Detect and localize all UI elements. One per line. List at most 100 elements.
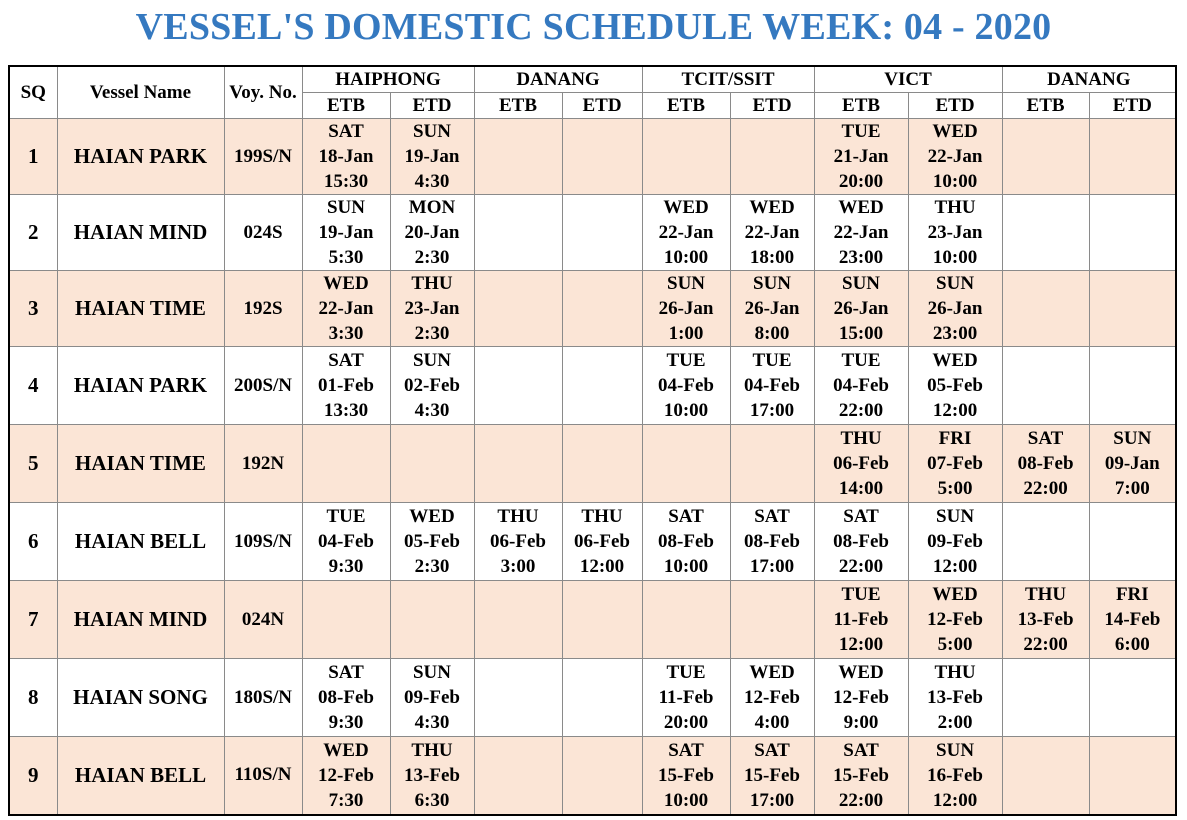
cell-day: WED <box>932 121 978 142</box>
cell-date: 16-Feb <box>927 764 983 786</box>
cell-day: SAT <box>843 739 879 761</box>
row-sq: 6 <box>8 502 58 581</box>
cell-date: 11-Feb <box>833 609 889 630</box>
cell-time: 2:30 <box>414 556 450 577</box>
cell-day: SUN <box>412 662 451 683</box>
schedule-cell <box>473 580 563 659</box>
cell-time: 10:00 <box>932 171 978 192</box>
cell-date: 26-Jan <box>658 298 714 319</box>
cell-day: THU <box>840 428 882 449</box>
header-vessel-name: Vessel Name <box>56 65 225 119</box>
schedule-cell <box>473 194 563 271</box>
row-vessel-name: HAIAN BELL <box>56 736 225 815</box>
schedule-cell: TUE 21-Jan 20:00 <box>813 118 909 195</box>
schedule-cell <box>473 736 563 815</box>
cell-day: WED <box>409 506 455 527</box>
cell-day: WED <box>932 584 978 605</box>
cell-day: WED <box>749 197 795 218</box>
row-sq: 7 <box>8 580 58 659</box>
cell-time: 10:00 <box>663 789 709 811</box>
cell-day: THU <box>934 197 976 218</box>
cell-day: SUN <box>936 739 975 761</box>
schedule-cell: THU 13-Feb 2:00 <box>907 658 1003 737</box>
cell-time: 9:00 <box>843 712 879 733</box>
cell-day: SAT <box>668 506 704 527</box>
schedule-cell: SAT 08-Feb 22:00 <box>813 502 909 581</box>
schedule-cell: WED 22-Jan 3:30 <box>301 270 391 347</box>
schedule-cell: SAT 08-Feb 10:00 <box>641 502 731 581</box>
cell-day: TUE <box>326 506 366 527</box>
schedule-cell <box>473 270 563 347</box>
cell-day: SAT <box>843 506 879 527</box>
cell-day: THU <box>411 273 453 294</box>
header-etb: ETB <box>1001 92 1090 119</box>
cell-date: 09-Feb <box>927 531 983 552</box>
cell-time: 17:00 <box>749 556 795 577</box>
cell-time: 3:30 <box>328 323 364 344</box>
cell-day: THU <box>497 506 539 527</box>
cell-day: THU <box>411 739 453 761</box>
schedule-cell <box>1001 270 1090 347</box>
cell-date: 06-Feb <box>574 531 630 552</box>
row-vessel-name: HAIAN MIND <box>56 194 225 271</box>
schedule-cell: SUN 09-Jan 7:00 <box>1088 424 1177 503</box>
schedule-table: SQ Vessel Name Voy. No. HAIPHONG DANANG … <box>8 65 1178 816</box>
cell-day: SUN <box>667 273 706 294</box>
cell-day: SAT <box>328 662 364 683</box>
cell-date: 08-Feb <box>318 687 374 708</box>
schedule-cell: THU 06-Feb 14:00 <box>813 424 909 503</box>
schedule-cell: TUE 04-Feb 22:00 <box>813 346 909 425</box>
schedule-cell: TUE 04-Feb 10:00 <box>641 346 731 425</box>
cell-time: 4:30 <box>414 400 450 421</box>
schedule-cell: SUN 26-Jan 1:00 <box>641 270 731 347</box>
cell-day: WED <box>838 197 884 218</box>
cell-time: 4:30 <box>414 171 450 192</box>
row-vessel-name: HAIAN MIND <box>56 580 225 659</box>
schedule-cell <box>1001 736 1090 815</box>
cell-day: THU <box>1024 584 1067 605</box>
cell-time: 22:00 <box>1023 634 1068 655</box>
schedule-cell: WED 22-Jan 23:00 <box>813 194 909 271</box>
row-sq: 3 <box>8 270 58 347</box>
row-voyage-no: 024S <box>223 194 303 271</box>
cell-day: SUN <box>412 350 451 371</box>
schedule-cell: THU 23-Jan 10:00 <box>907 194 1003 271</box>
schedule-cell <box>473 658 563 737</box>
cell-time: 9:30 <box>328 712 364 733</box>
cell-date: 20-Jan <box>404 222 460 243</box>
schedule-cell: WED 22-Jan 18:00 <box>729 194 815 271</box>
schedule-cell: MON 20-Jan 2:30 <box>389 194 475 271</box>
schedule-cell: SUN 26-Jan 8:00 <box>729 270 815 347</box>
cell-day: THU <box>934 662 976 683</box>
header-etd: ETD <box>1088 92 1177 119</box>
schedule-cell: SUN 16-Feb 12:00 <box>907 736 1003 815</box>
schedule-cell <box>473 118 563 195</box>
cell-date: 15-Feb <box>833 764 889 786</box>
cell-day: SUN <box>936 273 975 294</box>
schedule-cell: SAT 01-Feb 13:30 <box>301 346 391 425</box>
cell-time: 14:00 <box>838 478 884 499</box>
cell-date: 13-Feb <box>404 764 460 786</box>
schedule-cell: THU 23-Jan 2:30 <box>389 270 475 347</box>
schedule-cell <box>561 346 643 425</box>
cell-date: 14-Feb <box>1104 609 1161 630</box>
schedule-cell <box>561 194 643 271</box>
row-vessel-name: HAIAN TIME <box>56 270 225 347</box>
cell-time: 20:00 <box>663 712 709 733</box>
schedule-cell: SAT 08-Feb 17:00 <box>729 502 815 581</box>
cell-day: SAT <box>1027 428 1064 449</box>
header-etb: ETB <box>301 92 391 119</box>
row-sq: 2 <box>8 194 58 271</box>
schedule-cell: WED 12-Feb 7:30 <box>301 736 391 815</box>
cell-date: 22-Jan <box>833 222 889 243</box>
header-voyage-no: Voy. No. <box>223 65 303 119</box>
cell-date: 04-Feb <box>833 375 889 396</box>
cell-date: 09-Jan <box>1104 453 1160 474</box>
cell-date: 15-Feb <box>658 764 714 786</box>
cell-date: 08-Feb <box>658 531 714 552</box>
row-voyage-no: 192N <box>223 424 303 503</box>
cell-time: 2:30 <box>414 247 450 268</box>
schedule-cell <box>561 424 643 503</box>
table-row: 5 HAIAN TIME 192N THU 06-Feb 14:00 FRI 07-Feb 5:… <box>8 424 1177 503</box>
cell-day: SUN <box>753 273 792 294</box>
